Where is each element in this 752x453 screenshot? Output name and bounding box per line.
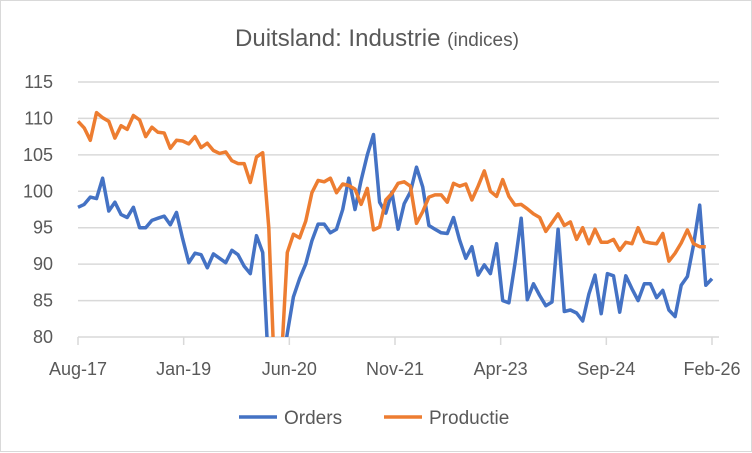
subtitle-text: (indices)	[447, 30, 519, 51]
series-line-productie	[76, 110, 706, 337]
y-tick-label: 105	[23, 145, 53, 165]
x-tick-label: Jan-19	[156, 359, 211, 379]
y-tick-label: 115	[24, 72, 53, 92]
y-tick-label: 100	[23, 181, 53, 201]
y-tick-label: 110	[24, 108, 53, 128]
y-tick-label: 90	[33, 254, 53, 274]
legend-label: Productie	[429, 408, 509, 429]
x-tick-label: Aug-17	[49, 359, 107, 379]
title-text: Duitsland: Industrie	[235, 25, 441, 52]
y-tick-label: 80	[33, 327, 53, 347]
y-tick-label: 85	[33, 291, 53, 311]
legend-label: Orders	[284, 408, 342, 429]
y-tick-label: 95	[33, 218, 53, 238]
x-tick-label: Sep-24	[577, 359, 635, 379]
x-tick-label: Nov-21	[366, 359, 424, 379]
x-tick-label: Apr-23	[474, 359, 528, 379]
x-tick-label: Jun-20	[262, 359, 317, 379]
series-line-orders	[77, 132, 714, 337]
x-tick-label: Feb-26	[683, 359, 740, 379]
chart-title: Duitsland: Industrie (indices)	[1, 25, 752, 53]
